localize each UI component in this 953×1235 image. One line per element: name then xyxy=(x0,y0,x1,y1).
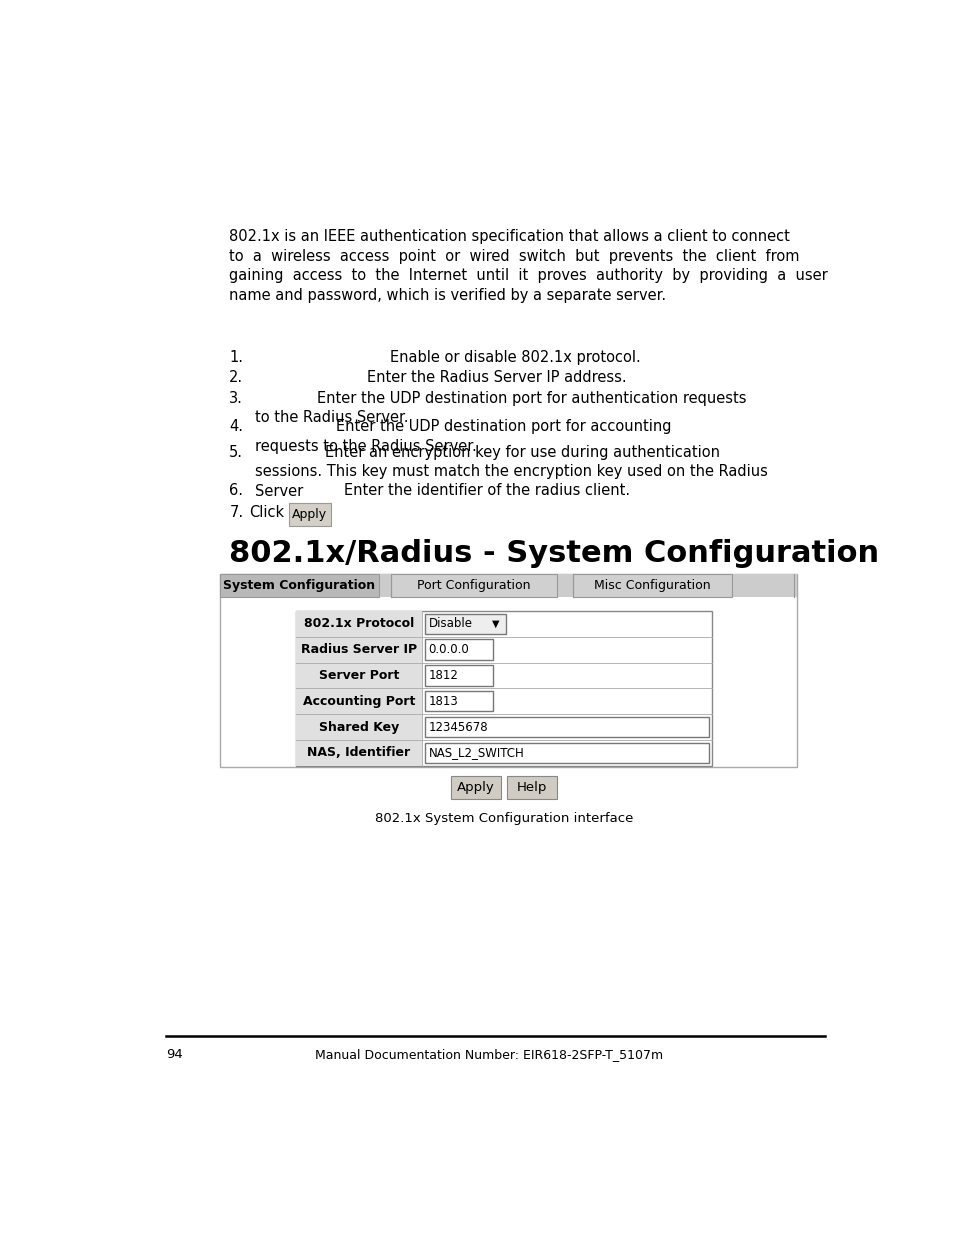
Text: Shared Key: Shared Key xyxy=(318,720,398,734)
Text: Enter the UDP destination port for authentication requests: Enter the UDP destination port for authe… xyxy=(316,390,745,406)
Bar xyxy=(295,662,421,688)
Text: 12345678: 12345678 xyxy=(428,720,488,734)
Text: sessions. This key must match the encryption key used on the Radius: sessions. This key must match the encryp… xyxy=(254,464,767,479)
Text: Server Port: Server Port xyxy=(318,669,398,682)
Text: Enter an encryption key for use during authentication: Enter an encryption key for use during a… xyxy=(324,445,719,459)
Text: 3.: 3. xyxy=(229,390,243,406)
Bar xyxy=(424,742,708,763)
Text: Server: Server xyxy=(254,484,303,499)
Bar xyxy=(424,666,493,685)
Text: Enter the Radius Server IP address.: Enter the Radius Server IP address. xyxy=(367,370,626,385)
Text: 2.: 2. xyxy=(229,370,243,385)
Bar xyxy=(424,692,493,711)
Text: 5.: 5. xyxy=(229,445,243,459)
Text: NAS_L2_SWITCH: NAS_L2_SWITCH xyxy=(428,746,524,760)
Text: Manual Documentation Number: EIR618-2SFP-T_5107m: Manual Documentation Number: EIR618-2SFP… xyxy=(314,1047,662,1061)
Text: Apply: Apply xyxy=(456,782,495,794)
Bar xyxy=(295,740,421,766)
Text: name and password, which is verified by a separate server.: name and password, which is verified by … xyxy=(229,288,666,303)
Text: 6.: 6. xyxy=(229,483,243,498)
Text: Help: Help xyxy=(517,782,547,794)
Text: Accounting Port: Accounting Port xyxy=(302,695,415,708)
Text: Radius Server IP: Radius Server IP xyxy=(300,643,416,656)
Text: requests to the Radius Server.: requests to the Radius Server. xyxy=(254,438,476,454)
FancyBboxPatch shape xyxy=(451,776,500,799)
Text: 4.: 4. xyxy=(229,419,243,435)
Bar xyxy=(390,574,557,597)
Text: Click: Click xyxy=(249,505,283,520)
Bar xyxy=(220,574,797,597)
Text: 7.: 7. xyxy=(229,505,243,520)
Text: Apply: Apply xyxy=(292,509,327,521)
Bar xyxy=(295,714,421,740)
Text: to the Radius Server.: to the Radius Server. xyxy=(254,410,408,425)
Text: to  a  wireless  access  point  or  wired  switch  but  prevents  the  client  f: to a wireless access point or wired swit… xyxy=(229,248,799,264)
Bar xyxy=(424,640,493,659)
Text: ▼: ▼ xyxy=(492,619,499,629)
Text: Enable or disable 802.1x protocol.: Enable or disable 802.1x protocol. xyxy=(390,350,640,364)
FancyBboxPatch shape xyxy=(506,776,557,799)
Text: 802.1x/Radius - System Configuration: 802.1x/Radius - System Configuration xyxy=(229,538,879,568)
Bar xyxy=(295,611,711,766)
Bar xyxy=(572,574,731,597)
Text: Disable: Disable xyxy=(428,618,472,630)
Bar xyxy=(295,611,421,637)
Bar xyxy=(295,688,421,714)
Bar xyxy=(424,614,505,634)
Text: 94: 94 xyxy=(166,1047,182,1061)
Text: Enter the identifier of the radius client.: Enter the identifier of the radius clien… xyxy=(344,483,630,498)
Bar xyxy=(220,574,378,597)
Text: 1812: 1812 xyxy=(428,669,457,682)
Text: 802.1x Protocol: 802.1x Protocol xyxy=(303,618,414,630)
Bar xyxy=(220,574,797,767)
Text: NAS, Identifier: NAS, Identifier xyxy=(307,746,410,760)
FancyBboxPatch shape xyxy=(289,503,331,526)
Text: gaining  access  to  the  Internet  until  it  proves  authority  by  providing : gaining access to the Internet until it … xyxy=(229,268,827,283)
Text: 1813: 1813 xyxy=(428,695,457,708)
Bar xyxy=(295,637,421,662)
Text: Port Configuration: Port Configuration xyxy=(416,579,530,592)
Text: 802.1x is an IEEE authentication specification that allows a client to connect: 802.1x is an IEEE authentication specifi… xyxy=(229,228,789,245)
Bar xyxy=(424,716,708,737)
Text: 0.0.0.0: 0.0.0.0 xyxy=(428,643,469,656)
Text: 1.: 1. xyxy=(229,350,243,364)
Text: System Configuration: System Configuration xyxy=(223,579,375,592)
Text: Enter the UDP destination port for accounting: Enter the UDP destination port for accou… xyxy=(335,419,671,435)
Text: Misc Configuration: Misc Configuration xyxy=(593,579,710,592)
Text: 802.1x System Configuration interface: 802.1x System Configuration interface xyxy=(375,811,633,825)
